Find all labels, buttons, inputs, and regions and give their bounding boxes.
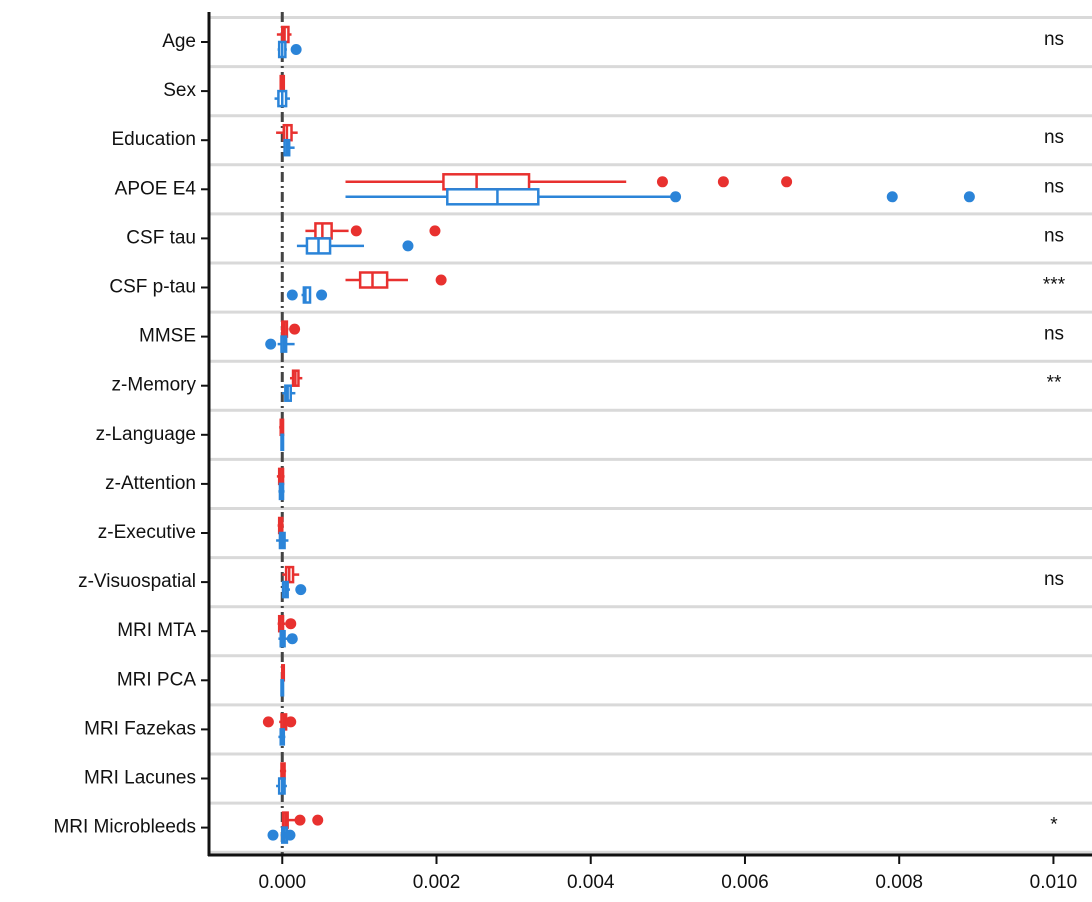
outlier bbox=[886, 191, 898, 203]
y-tick-label: MRI Lacunes bbox=[84, 768, 196, 789]
y-tick-label: z-Attention bbox=[105, 473, 196, 494]
significance-label: *** bbox=[1043, 275, 1066, 296]
x-tick-label: 0.010 bbox=[1030, 872, 1078, 893]
significance-label: ns bbox=[1044, 225, 1064, 246]
outlier bbox=[265, 338, 277, 350]
y-tick-label: Education bbox=[111, 129, 196, 150]
outlier bbox=[286, 289, 298, 301]
significance-label: ns bbox=[1044, 127, 1064, 148]
outlier bbox=[267, 829, 279, 841]
y-tick-label: z-Executive bbox=[98, 522, 196, 543]
y-tick-label: MRI Fazekas bbox=[84, 718, 196, 739]
outlier bbox=[285, 716, 297, 728]
y-tick-label: MMSE bbox=[139, 326, 196, 347]
outlier bbox=[402, 240, 414, 252]
outlier bbox=[963, 191, 975, 203]
x-tick-label: 0.002 bbox=[413, 872, 461, 893]
outlier bbox=[312, 814, 324, 826]
y-tick-label: CSF tau bbox=[126, 227, 196, 248]
outlier bbox=[294, 814, 306, 826]
box bbox=[446, 188, 540, 206]
x-tick-label: 0.008 bbox=[875, 872, 923, 893]
outlier bbox=[435, 274, 447, 286]
y-tick-label: MRI PCA bbox=[117, 669, 197, 690]
significance-label: * bbox=[1050, 815, 1058, 836]
y-tick-label: z-Memory bbox=[112, 375, 197, 396]
outlier bbox=[290, 44, 302, 55]
y-tick-label: z-Visuospatial bbox=[78, 571, 196, 592]
outlier bbox=[289, 323, 301, 335]
y-tick-label: CSF p-tau bbox=[109, 277, 196, 298]
significance-label: ns bbox=[1044, 324, 1064, 345]
outlier bbox=[295, 584, 307, 596]
outlier bbox=[717, 176, 729, 188]
outlier bbox=[781, 176, 793, 188]
outlier bbox=[285, 618, 297, 630]
outlier bbox=[316, 289, 328, 301]
y-tick-label: MRI MTA bbox=[117, 620, 196, 641]
outlier bbox=[262, 716, 274, 728]
outlier bbox=[284, 829, 296, 841]
x-tick-label: 0.006 bbox=[721, 872, 769, 893]
x-tick-label: 0.004 bbox=[567, 872, 615, 893]
y-tick-label: z-Language bbox=[96, 424, 196, 445]
y-tick-label: APOE E4 bbox=[115, 178, 197, 199]
significance-label: ** bbox=[1047, 373, 1062, 394]
outlier bbox=[656, 176, 668, 188]
y-tick-label: Sex bbox=[163, 80, 196, 101]
y-tick-label: Age bbox=[162, 31, 196, 52]
significance-label: ns bbox=[1044, 176, 1064, 197]
outlier bbox=[670, 191, 682, 203]
x-tick-label: 0.000 bbox=[258, 872, 306, 893]
significance-label: ns bbox=[1044, 569, 1064, 590]
outlier bbox=[429, 225, 441, 237]
box bbox=[302, 286, 312, 304]
outlier bbox=[286, 633, 298, 645]
box bbox=[442, 173, 531, 191]
outlier bbox=[350, 225, 362, 237]
significance-label: ns bbox=[1044, 29, 1064, 50]
y-tick-label: MRI Microbleeds bbox=[53, 817, 196, 838]
